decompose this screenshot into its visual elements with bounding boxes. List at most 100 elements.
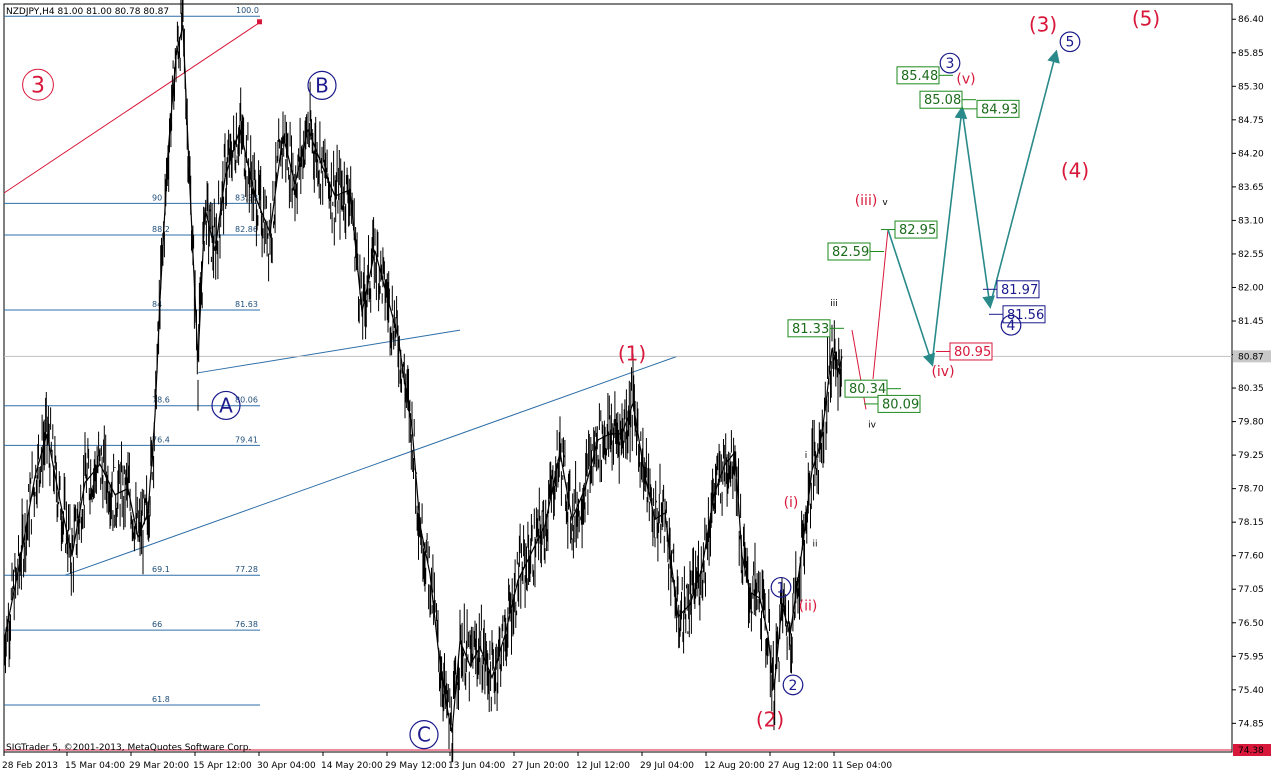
y-tick-label: 76.50 (1238, 619, 1264, 629)
x-tick-label: 15 Apr 12:00 (193, 761, 252, 771)
wave-label-red: (iii) (855, 193, 878, 209)
fib-ratio-label: 88.2 (152, 225, 170, 234)
y-tick-label: 75.40 (1238, 686, 1264, 696)
x-tick-label: 29 May 12:00 (385, 761, 447, 771)
level-box (996, 280, 1040, 299)
y-tick-label: 80.35 (1238, 384, 1264, 394)
wave-label-navy: 2 (789, 678, 798, 694)
x-tick-label: 14 May 20:00 (321, 761, 383, 771)
x-tick-label: 13 Jun 04:00 (448, 761, 505, 771)
trendline (197, 329, 461, 374)
price-series (3, 0, 843, 763)
wave-label-red: (2) (756, 707, 784, 731)
fib-ratio-label: 61.8 (152, 695, 170, 704)
wave-label-navy: B (315, 73, 329, 97)
wave-label-circle (22, 68, 54, 101)
level-box-label: 85.08 (924, 93, 961, 108)
level-box (894, 220, 938, 239)
x-tick-label: 27 Aug 12:00 (768, 761, 829, 771)
y-tick-label: 77.60 (1238, 552, 1264, 562)
level-box-label: 80.09 (882, 397, 919, 412)
level-box (1002, 305, 1046, 324)
wave-label-red: (4) (1061, 159, 1089, 183)
projection-arrow (989, 49, 1060, 306)
projection-arrow (931, 105, 968, 364)
fib-ratio-label: 76.4 (152, 435, 170, 444)
plot-frame (3, 3, 1233, 753)
level-box (919, 90, 963, 109)
y-tick-label: 82.55 (1238, 250, 1264, 260)
wave-label-black: ii (812, 540, 817, 550)
wave-label-red: (v) (956, 71, 975, 87)
wave-label-navy: 3 (946, 56, 955, 72)
trendline (64, 355, 678, 576)
bottom-price-label: 74.38 (1238, 746, 1264, 756)
fib-ratio-label: 69.1 (152, 565, 170, 574)
level-box-label: 82.59 (832, 245, 869, 260)
y-tick-label: 85.30 (1238, 82, 1264, 92)
projection-segment (872, 229, 889, 379)
level-box-label: 80.95 (954, 345, 991, 360)
copyright-text: SIGTrader 5, ©2001-2013, MetaQuotes Soft… (6, 743, 251, 753)
projection-path (851, 49, 1060, 410)
wave-label-circle (770, 576, 792, 598)
projection-arrow (961, 108, 995, 309)
wave-label-navy: 4 (1007, 318, 1016, 334)
fib-price-label: 83.38 (235, 193, 258, 202)
x-tick-label: 30 Apr 04:00 (257, 761, 316, 771)
wave-label-navy: 5 (1066, 35, 1075, 51)
trendlines (3, 19, 678, 576)
y-tick-label: 81.45 (1238, 317, 1264, 327)
fib-ratio-label: 100.0 (236, 6, 259, 15)
level-box (976, 99, 1020, 118)
wave-label-black: iii (830, 299, 838, 309)
y-tick-label: 83.65 (1238, 183, 1264, 193)
level-box-label: 82.95 (899, 223, 936, 238)
level-box (877, 394, 921, 413)
y-tick-label: 78.70 (1238, 485, 1264, 495)
price-line (3, 25, 843, 733)
wave-label-circle (307, 70, 337, 100)
x-tick-label: 12 Jul 12:00 (576, 761, 630, 771)
level-box-label: 81.56 (1007, 308, 1044, 323)
level-box (827, 242, 871, 261)
y-tick-label: 79.80 (1238, 418, 1264, 428)
x-tick-label: 29 Mar 20:00 (129, 761, 189, 771)
level-box-label: 85.48 (901, 69, 938, 84)
y-tick-label: 83.10 (1238, 216, 1264, 226)
level-box (949, 342, 993, 361)
y-tick-label: 79.25 (1238, 451, 1264, 461)
trendline (3, 21, 261, 194)
y-tick-label: 78.15 (1238, 518, 1264, 528)
x-tick-label: 12 Aug 20:00 (704, 761, 765, 771)
wave-label-navy: 1 (777, 580, 786, 596)
fib-ratio-label: 84 (152, 300, 162, 309)
wave-label-red: (3) (1029, 12, 1057, 36)
current-price-label: 80.87 (1238, 352, 1264, 362)
y-tick-label: 84.20 (1238, 149, 1264, 159)
wave-label-red: 3 (31, 73, 45, 98)
bottom-price-tag (1233, 744, 1271, 756)
level-box (844, 379, 888, 398)
fib-price-label: 79.41 (235, 435, 258, 444)
y-tick-label: 74.85 (1238, 719, 1264, 729)
wave-label-navy: C (417, 723, 431, 747)
x-tick-label: 28 Feb 2013 (2, 761, 58, 771)
x-tick-label: 15 Mar 04:00 (65, 761, 125, 771)
fib-ratio-label: 90 (152, 193, 162, 202)
y-axis: 86.40 85.85 85.30 84.75 84.20 83.65 83.10 82.55… (1232, 15, 1271, 756)
wave-label-black: iv (868, 421, 877, 431)
y-tick-label: 75.95 (1238, 652, 1264, 662)
level-box-label: 84.93 (981, 102, 1018, 117)
y-tick-label: 77.05 (1238, 585, 1264, 595)
y-tick-label: 85.85 (1238, 49, 1264, 59)
wave-label-red: (i) (784, 495, 799, 511)
wave-label-navy: A (219, 393, 233, 417)
y-tick-label: 82.00 (1238, 283, 1264, 293)
wave-label-circle (211, 390, 241, 421)
x-axis: 28 Feb 2013 15 Mar 04:00 29 Mar 20:00 15 Ap… (2, 752, 892, 771)
fib-ratio-label: 78.6 (152, 396, 170, 405)
fib-price-label: 80.06 (235, 396, 258, 405)
level-box-label: 81.97 (1001, 283, 1038, 298)
wave-label-black: v (882, 198, 888, 208)
